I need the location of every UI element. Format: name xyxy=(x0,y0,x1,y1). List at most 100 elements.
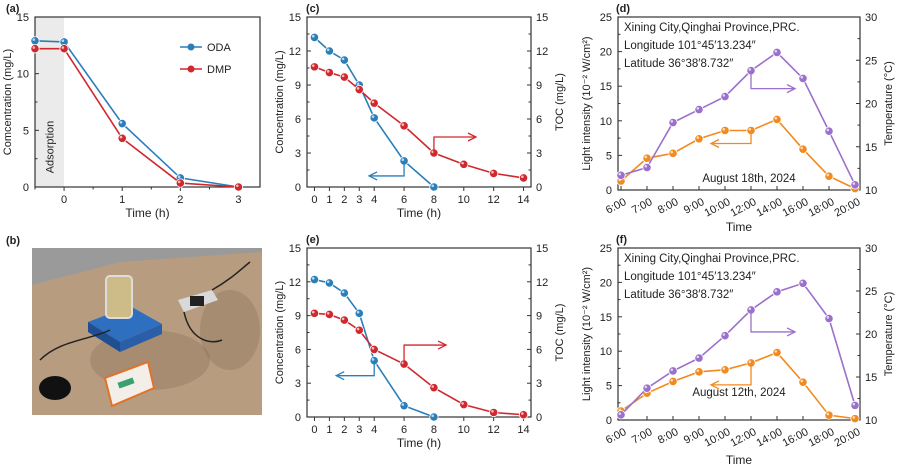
x-tick-label: 12:00 xyxy=(728,426,758,450)
location-annotation: Latitude 36°38′8.732″ xyxy=(624,289,733,301)
x-tick-label: 8 xyxy=(431,424,437,436)
data-point-highlight xyxy=(800,280,804,284)
data-point-highlight xyxy=(341,74,345,78)
panel-label-c: (c) xyxy=(306,3,320,15)
data-point-highlight xyxy=(119,121,123,124)
axis-direction-arrow xyxy=(750,309,795,333)
y2-axis-label: TOC (mg/L) xyxy=(554,304,566,362)
data-point-highlight xyxy=(356,310,360,314)
location-annotation: Xining City,Qinghai Province,PRC. xyxy=(624,22,800,34)
data-point-highlight xyxy=(371,358,375,361)
data-point-highlight xyxy=(431,414,435,418)
y-tick-label: 12 xyxy=(289,277,301,289)
data-point-highlight xyxy=(311,34,315,38)
data-point xyxy=(429,182,439,192)
data-point xyxy=(324,46,334,56)
data-point-highlight xyxy=(774,289,778,292)
x-tick-label: 16:00 xyxy=(780,426,810,450)
data-point-highlight xyxy=(722,94,726,97)
chart-f: 0 5 10 15 20 25 10 15 20 25 30 Temperature (°C) Ligh… xyxy=(581,243,895,467)
data-point-highlight xyxy=(177,180,181,184)
y2-tick-label: 9 xyxy=(536,80,542,92)
data-point-highlight xyxy=(341,317,345,321)
y-tick-label: 12 xyxy=(289,46,301,58)
arrowhead xyxy=(367,171,378,181)
y2-tick-label: 0 xyxy=(536,182,542,194)
x-tick-label: 3 xyxy=(235,194,241,206)
chart-c: 0 3 6 9 12 15 0 3 6 9 12 15 TOC (mg/L) Concentration … xyxy=(274,12,566,220)
x-tick-label: 8 xyxy=(431,194,437,206)
data-point-highlight xyxy=(341,290,345,294)
x-tick-label: 2 xyxy=(341,194,347,206)
data-point-highlight xyxy=(826,173,830,177)
series-line-1 xyxy=(620,282,856,416)
y2-tick-label: 20 xyxy=(865,99,877,111)
data-point xyxy=(429,412,439,422)
data-point xyxy=(772,47,782,58)
y2-tick-label: 12 xyxy=(536,46,548,58)
data-point xyxy=(668,376,678,387)
data-point xyxy=(339,315,349,325)
y2-tick-label: 15 xyxy=(865,142,877,154)
data-point xyxy=(772,347,782,358)
data-point-highlight xyxy=(826,128,830,132)
arrowhead xyxy=(467,132,478,142)
data-point xyxy=(772,114,782,125)
x-tick-label: 8:00 xyxy=(656,426,681,447)
series-line-1 xyxy=(314,312,524,416)
y2-tick-label: 25 xyxy=(865,286,877,298)
data-point xyxy=(354,308,364,318)
data-point xyxy=(459,400,469,410)
x-tick-label: 9:00 xyxy=(682,196,707,217)
arrowhead xyxy=(709,138,720,149)
y2-tick-label: 15 xyxy=(536,12,548,24)
data-point-highlight xyxy=(670,120,674,123)
data-point-highlight xyxy=(356,327,360,331)
data-point xyxy=(339,288,349,298)
y2-tick-label: 0 xyxy=(536,412,542,424)
y-tick-label: 0 xyxy=(23,182,29,194)
x-tick-label: 3 xyxy=(356,194,362,206)
series-line-1 xyxy=(620,51,856,186)
x-tick-label: 10 xyxy=(458,194,470,206)
data-point xyxy=(850,414,860,424)
y2-tick-label: 10 xyxy=(865,185,877,197)
data-point-highlight xyxy=(722,127,726,131)
x-axis-label: Time xyxy=(726,453,753,466)
data-point xyxy=(642,383,652,393)
x-tick-label: 6:00 xyxy=(604,426,629,447)
data-point xyxy=(518,173,529,183)
x-tick-label: 0 xyxy=(61,194,67,206)
data-point-highlight xyxy=(670,150,674,154)
data-point-highlight xyxy=(748,307,752,311)
plot-frame xyxy=(306,16,532,188)
data-point-highlight xyxy=(461,402,464,405)
y2-tick-label: 12 xyxy=(536,277,548,289)
y2-tick-label: 10 xyxy=(865,415,877,427)
data-point xyxy=(30,36,40,46)
axis-direction-arrow xyxy=(336,360,375,377)
location-annotation: Latitude 36°38′8.732″ xyxy=(624,58,733,70)
x-tick-label: 1 xyxy=(326,194,332,206)
data-point-highlight xyxy=(61,39,65,43)
x-tick-label: 12 xyxy=(488,194,500,206)
data-point-highlight xyxy=(852,182,856,185)
data-point-highlight xyxy=(371,115,375,118)
y2-tick-label: 3 xyxy=(536,148,542,160)
data-point-highlight xyxy=(401,158,405,162)
data-point xyxy=(459,159,469,169)
y2-tick-label: 30 xyxy=(865,12,877,24)
data-point-highlight xyxy=(696,355,700,359)
legend-label: DMP xyxy=(207,64,231,76)
chart-a: Adsorption 0 5 10 15 Comcentration (mg/L) 0 1 2 3… xyxy=(2,12,261,220)
data-point xyxy=(850,400,860,410)
data-point-highlight xyxy=(371,346,375,350)
data-point-highlight xyxy=(800,75,804,79)
data-point-highlight xyxy=(311,277,315,280)
data-point-highlight xyxy=(356,87,360,90)
data-point-highlight xyxy=(696,107,700,110)
x-tick-label: 3 xyxy=(356,424,362,436)
data-point-highlight xyxy=(326,280,330,284)
data-point xyxy=(399,121,409,131)
y-tick-label: 0 xyxy=(606,185,612,197)
